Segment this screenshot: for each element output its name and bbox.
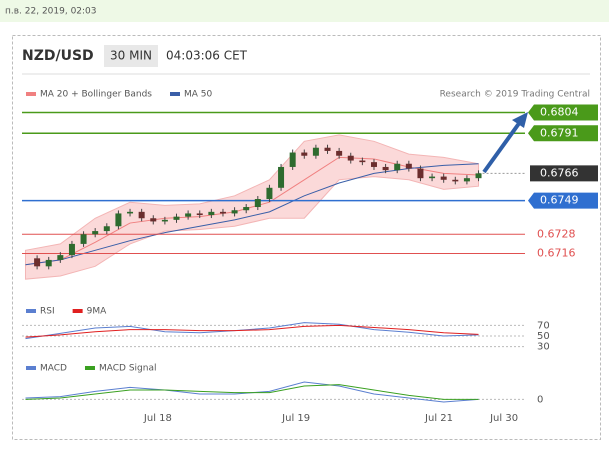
candle [452,179,459,182]
level-box [528,192,598,209]
x-tick-label: Jul 30 [489,413,518,424]
legend-swatch [170,92,180,96]
legend-label: RSI [40,307,55,317]
candle [173,216,180,220]
rsi-line [25,322,479,340]
x-tick-label: Jul 18 [143,413,172,424]
macd-line [25,384,479,400]
candle [463,178,470,182]
level-box [528,104,598,121]
legend-swatch [26,92,36,96]
level-label: 0.6804 [540,105,579,118]
legend-label: MACD [40,364,67,374]
timestamp: п.в. 22, 2019, 02:03 [5,7,97,17]
candle [196,213,203,216]
candle [278,166,285,188]
candle [45,259,52,267]
candle [266,187,273,200]
candle [161,219,168,222]
legend-swatch [84,366,95,370]
level-label: 0.6791 [540,126,579,139]
candle [405,163,412,169]
candle [394,163,401,171]
legend-label: MA 20 + Bollinger Bands [40,90,152,100]
level-box [530,165,598,182]
candle [359,160,366,163]
candle [34,258,41,267]
candle [150,218,157,222]
candle [347,155,354,161]
legend-swatch [26,309,36,313]
candle [231,210,238,214]
candle [92,231,99,235]
symbol: NZD/USD [22,48,94,64]
candle [243,207,250,211]
candle [254,199,261,208]
y-tick-label: 30 [537,342,550,353]
y-tick-label: 70 [537,320,550,331]
legend-label: MACD Signal [99,364,157,374]
level-label: 0.6766 [540,166,579,179]
level-box [528,125,598,142]
legend-label: 9MA [87,307,107,317]
candle [312,147,319,156]
legend-swatch [72,309,83,313]
candle [336,150,343,156]
candle [138,211,145,219]
rsi-line [25,324,479,338]
level-label: 0.6716 [537,247,576,260]
candle [115,213,122,227]
candle [440,176,447,180]
candle [208,211,215,216]
level-label: 0.6728 [537,227,576,240]
candle [68,243,75,256]
time: 04:03:06 CET [166,49,248,63]
y-tick-label: 0 [537,394,543,405]
credit: Research © 2019 Trading Central [440,90,590,100]
candle [370,162,377,167]
candle [429,176,436,179]
y-tick-label: 50 [537,331,550,342]
level-label: 0.6749 [540,194,579,207]
candle [219,211,226,214]
ma50-line [25,163,479,266]
candle [103,226,110,232]
timestamp-strip [0,0,609,22]
candle [289,152,296,167]
legend-swatch [26,366,36,370]
candle [185,213,192,217]
candle [417,168,424,179]
candle [475,173,482,179]
candle [382,166,389,171]
legend-label: MA 50 [184,90,213,100]
forecast-arrow [482,120,522,174]
candle [324,147,331,151]
candle [301,152,308,156]
candle [57,255,64,260]
x-tick-label: Jul 21 [424,413,453,424]
interval-box[interactable] [104,45,158,67]
forecast-arrow-head [512,112,528,128]
candle [80,234,87,244]
candle [127,211,134,214]
interval[interactable]: 30 MIN [110,49,152,63]
ma20-line [25,156,479,266]
x-tick-label: Jul 19 [281,413,310,424]
